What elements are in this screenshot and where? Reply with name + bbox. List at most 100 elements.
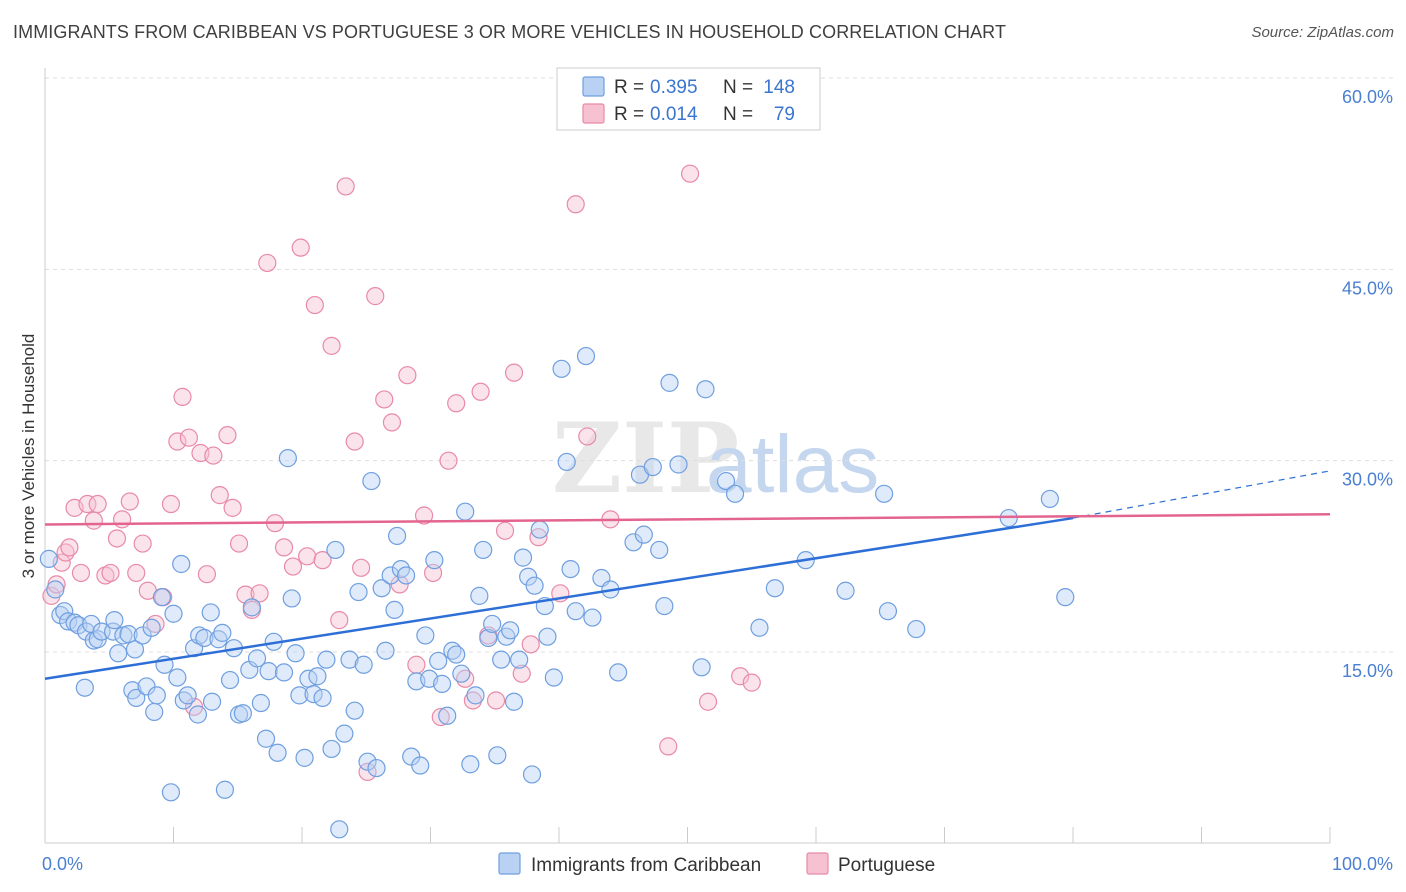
caribbean-point bbox=[313, 688, 332, 708]
caribbean-point bbox=[396, 566, 416, 585]
caribbean-point bbox=[354, 655, 373, 674]
portuguese-point bbox=[305, 295, 324, 315]
caribbean-point bbox=[286, 644, 305, 663]
caribbean-point bbox=[147, 686, 166, 705]
caribbean-point bbox=[55, 602, 74, 621]
caribbean-point bbox=[233, 704, 252, 723]
portuguese-point bbox=[382, 413, 402, 432]
caribbean-point bbox=[634, 525, 653, 544]
y-tick-label-45: 45.0% bbox=[1342, 278, 1393, 298]
caribbean-point bbox=[317, 650, 336, 669]
portuguese-point bbox=[71, 563, 91, 583]
caribbean-point bbox=[125, 640, 145, 659]
caribbean-point bbox=[655, 596, 674, 616]
caribbean-point bbox=[447, 645, 466, 664]
portuguese-point bbox=[161, 494, 181, 514]
portuguese-point bbox=[133, 534, 152, 553]
caribbean-point bbox=[201, 603, 220, 622]
portuguese-point bbox=[742, 673, 761, 692]
caribbean-point bbox=[362, 471, 381, 491]
caribbean-point bbox=[466, 686, 485, 705]
portuguese-point bbox=[197, 565, 217, 584]
caribbean-point bbox=[907, 619, 926, 639]
portuguese-point bbox=[659, 737, 678, 756]
portuguese-point bbox=[173, 387, 192, 406]
portuguese-point bbox=[168, 432, 187, 451]
portuguese-point bbox=[439, 451, 458, 470]
caribbean-point bbox=[46, 580, 65, 599]
legend-swatch-caribbean bbox=[582, 76, 605, 97]
portuguese-point bbox=[698, 692, 718, 711]
caribbean-point bbox=[750, 618, 769, 637]
caribbean-point bbox=[1040, 489, 1059, 509]
caribbean-point bbox=[387, 526, 407, 546]
watermark-atlas: atlas bbox=[706, 419, 879, 510]
caribbean-point bbox=[345, 701, 364, 720]
source-label: Source: ZipAtlas.com bbox=[1251, 24, 1394, 41]
caribbean-point bbox=[137, 677, 156, 696]
caribbean-point bbox=[456, 502, 475, 521]
caribbean-point bbox=[878, 602, 898, 621]
caribbean-point bbox=[425, 551, 444, 570]
portuguese-points bbox=[42, 164, 761, 782]
caribbean-point bbox=[326, 540, 345, 560]
portuguese-point bbox=[529, 528, 548, 547]
caribbean-point bbox=[875, 484, 894, 503]
caribbean-point bbox=[660, 373, 679, 392]
caribbean-point bbox=[188, 705, 208, 724]
bottom-legend-swatch-caribbean bbox=[498, 852, 521, 875]
caribbean-point bbox=[522, 765, 542, 784]
portuguese-point bbox=[127, 563, 146, 583]
portuguese-point bbox=[210, 486, 229, 505]
portuguese-point bbox=[330, 611, 349, 630]
caribbean-point bbox=[557, 452, 576, 472]
portuguese-point bbox=[322, 336, 341, 355]
portuguese-point bbox=[463, 691, 483, 710]
portuguese-point bbox=[407, 655, 426, 674]
portuguese-point bbox=[107, 529, 127, 548]
portuguese-point bbox=[283, 557, 303, 576]
portuguese-point bbox=[731, 667, 750, 686]
caribbean-point bbox=[172, 554, 191, 574]
portuguese-point bbox=[218, 426, 237, 445]
legend-r-label-1: R = bbox=[614, 77, 644, 98]
portuguese-point bbox=[258, 253, 277, 273]
caribbean-point bbox=[178, 686, 197, 705]
caribbean-point bbox=[215, 780, 234, 799]
caribbean-point bbox=[504, 692, 524, 711]
caribbean-point bbox=[519, 567, 538, 586]
caribbean-point bbox=[308, 667, 327, 686]
caribbean-point bbox=[295, 748, 314, 767]
caribbean-point bbox=[452, 664, 471, 683]
caribbean-point bbox=[525, 576, 544, 595]
bottom-legend-portuguese: Portuguese bbox=[838, 855, 935, 876]
legend-r-value-1: 0.395 bbox=[650, 77, 698, 98]
caribbean-point bbox=[544, 668, 563, 687]
caribbean-point bbox=[583, 608, 602, 627]
caribbean-point bbox=[492, 650, 511, 669]
caribbean-point bbox=[274, 663, 294, 682]
caribbean-point bbox=[411, 756, 430, 775]
axes bbox=[44, 68, 1331, 844]
caribbean-point bbox=[335, 724, 354, 743]
gridlines bbox=[45, 77, 1395, 653]
legend-n-value-1: 148 bbox=[763, 77, 795, 98]
stats-legend: R = 0.395 N = 148 R = 0.014 N = 79 bbox=[556, 67, 821, 131]
caribbean-point bbox=[59, 612, 78, 631]
caribbean-point bbox=[259, 662, 278, 681]
caribbean-point bbox=[290, 686, 309, 705]
caribbean-point bbox=[278, 449, 297, 468]
caribbean-point bbox=[119, 625, 138, 644]
y-axis-title: 3 or more Vehicles in Household bbox=[19, 334, 38, 579]
caribbean-point bbox=[220, 670, 240, 690]
portuguese-point bbox=[471, 382, 490, 401]
caribbean-point bbox=[322, 739, 341, 759]
caribbean-point bbox=[696, 380, 715, 399]
portuguese-point bbox=[521, 635, 540, 654]
portuguese-point bbox=[495, 521, 515, 540]
caribbean-point bbox=[470, 586, 489, 605]
caribbean-point bbox=[624, 533, 643, 552]
portuguese-point bbox=[250, 584, 269, 603]
portuguese-point bbox=[204, 446, 223, 465]
